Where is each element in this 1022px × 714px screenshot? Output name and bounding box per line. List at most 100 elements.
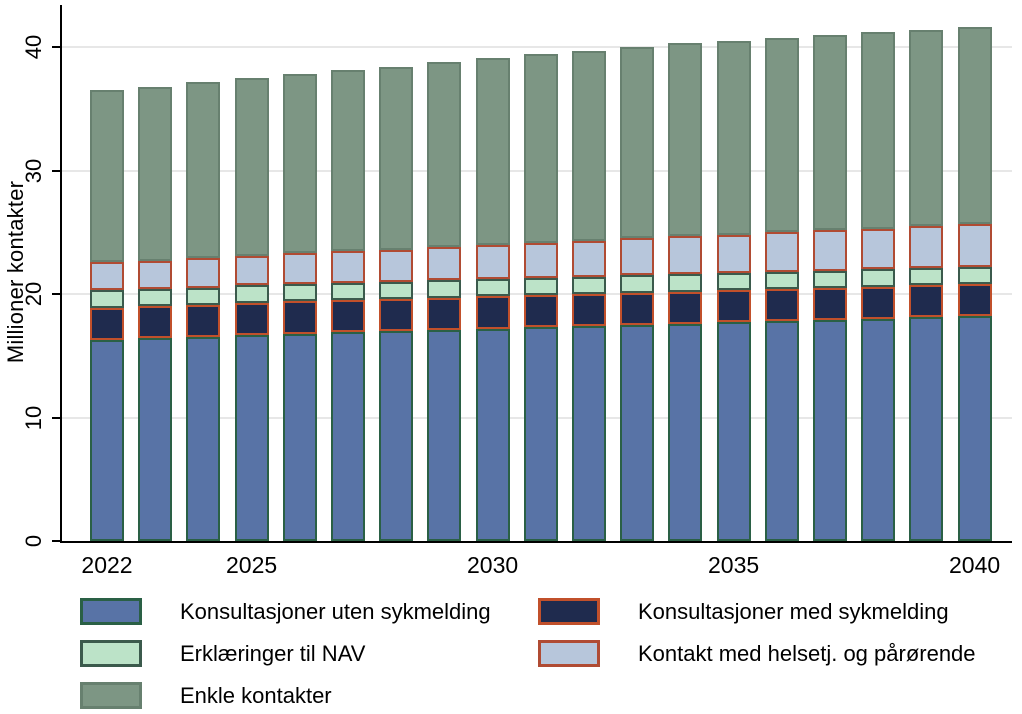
legend-label: Konsultasjoner uten sykmelding <box>180 598 491 624</box>
bar-segment <box>572 276 606 294</box>
legend-item: Erklæringer til NAV <box>80 640 538 667</box>
legend-swatch <box>80 682 142 709</box>
bar-segment <box>668 43 703 236</box>
bar-segment <box>282 333 317 541</box>
x-tick-label: 2022 <box>81 552 133 578</box>
bar-segment <box>909 285 944 318</box>
bar-segment <box>331 282 365 301</box>
bar-segment <box>813 34 847 230</box>
bar-segment <box>427 61 462 248</box>
bar-segment <box>861 32 896 229</box>
bar-segment <box>572 240 606 277</box>
bar-segment <box>764 271 799 290</box>
legend-label: Erklæringer til NAV <box>180 640 366 666</box>
gridline <box>62 46 1012 48</box>
legend-item: Konsultasjoner med sykmelding <box>538 598 1015 625</box>
bar-segment <box>668 323 703 541</box>
bar-segment <box>716 234 751 274</box>
y-tick-mark <box>52 46 60 48</box>
legend-swatch <box>80 598 142 625</box>
bar-segment <box>379 249 414 282</box>
x-tick-label: 2030 <box>467 552 519 578</box>
bar-segment <box>813 319 847 541</box>
legend-label: Enkle kontakter <box>180 682 332 708</box>
plot-area <box>62 0 1012 541</box>
bar-segment <box>234 334 269 541</box>
bar-segment <box>957 284 992 317</box>
bar-segment <box>234 302 269 335</box>
bar-segment <box>572 294 606 327</box>
bar-segment <box>475 296 510 329</box>
bar-segment <box>716 40 751 235</box>
bar-segment <box>620 47 655 239</box>
legend-item: Konsultasjoner uten sykmelding <box>80 598 538 625</box>
bar-segment <box>572 326 606 541</box>
legend-swatch <box>80 640 142 667</box>
bar-segment <box>282 253 317 285</box>
bar-segment <box>620 324 655 541</box>
bar-segment <box>379 66 414 250</box>
x-tick-label: 2040 <box>949 552 1001 578</box>
bar-segment <box>234 285 269 303</box>
bar-segment <box>668 291 703 324</box>
legend-item: Enkle kontakter <box>80 682 538 709</box>
bar-segment <box>427 247 462 281</box>
bar-segment <box>957 27 992 224</box>
bar-segment <box>138 338 173 541</box>
bar-segment <box>138 289 173 307</box>
bar-segment <box>813 229 847 271</box>
bar-segment <box>186 337 221 541</box>
bar-segment <box>475 328 510 541</box>
bar-segment <box>668 235 703 275</box>
legend-label: Konsultasjoner med sykmelding <box>638 598 949 624</box>
bar-segment <box>282 284 317 302</box>
bar-segment <box>957 223 992 267</box>
bar-segment <box>90 90 124 262</box>
bar-segment <box>90 307 124 340</box>
legend-swatch <box>538 598 600 625</box>
y-tick-mark <box>52 540 60 542</box>
bar-segment <box>186 287 221 306</box>
bar-segment <box>716 322 751 541</box>
y-axis-title: Millioner kontakter <box>3 180 28 364</box>
bar-segment <box>234 77 269 256</box>
bar-segment <box>668 274 703 292</box>
bar-segment <box>957 266 992 285</box>
bar-segment <box>475 279 510 297</box>
bar-segment <box>764 38 799 233</box>
bar-segment <box>138 306 173 339</box>
bar-segment <box>331 332 365 541</box>
bar-segment <box>186 258 221 288</box>
x-tick-label: 2025 <box>226 552 278 578</box>
bar-segment <box>90 339 124 541</box>
bar-segment <box>909 226 944 269</box>
bar-segment <box>427 297 462 330</box>
bar-segment <box>379 331 414 541</box>
bar-segment <box>813 287 847 320</box>
bar-segment <box>186 305 221 338</box>
bar-segment <box>427 329 462 541</box>
bar-segment <box>475 244 510 280</box>
bar-segment <box>620 275 655 293</box>
y-tick-label: 30 <box>21 158 46 183</box>
bar-segment <box>282 74 317 254</box>
bar-segment <box>523 277 558 296</box>
bar-segment <box>861 286 896 319</box>
bar-segment <box>331 70 365 251</box>
bar-segment <box>379 281 414 299</box>
bar-segment <box>138 86 173 261</box>
bar-segment <box>716 273 751 291</box>
bar-segment <box>523 54 558 244</box>
legend: Konsultasjoner uten sykmelding Konsultasj… <box>80 598 1015 709</box>
bar-segment <box>90 290 124 308</box>
bar-segment <box>331 300 365 333</box>
bar-segment <box>572 50 606 241</box>
legend-item: Kontakt med helsetj. og pårørende <box>538 640 1015 667</box>
bar-segment <box>716 290 751 323</box>
bar-segment <box>813 270 847 288</box>
bar-segment <box>90 261 124 291</box>
bar-segment <box>523 327 558 541</box>
y-tick-label: 20 <box>21 281 46 307</box>
legend-swatch <box>538 640 600 667</box>
